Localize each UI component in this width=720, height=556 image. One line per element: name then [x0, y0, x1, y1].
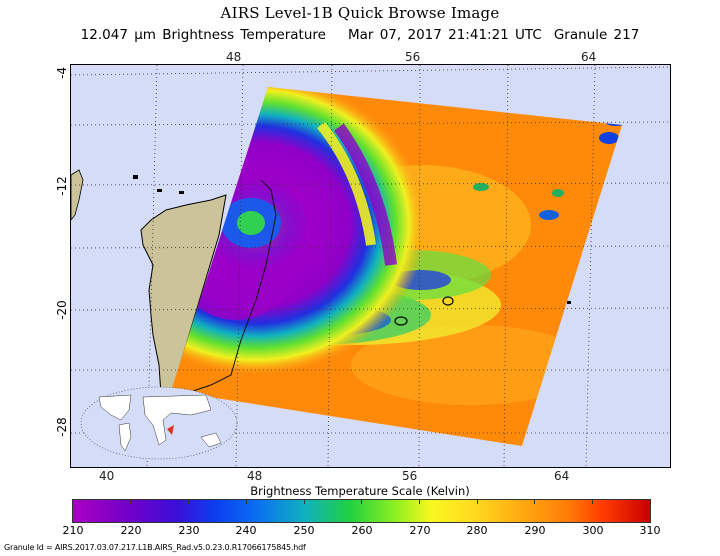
reunion-outline [394, 316, 408, 326]
colorbar-tick-label: 300 [582, 524, 604, 537]
map-panel [70, 64, 671, 468]
brightness-temperature-map [71, 65, 670, 467]
lat-label-left: -12 [54, 176, 69, 196]
image-title: AIRS Level-1B Quick Browse Image [220, 4, 500, 22]
lon-label-top: 48 [226, 50, 242, 64]
lon-label-bottom: 64 [554, 469, 570, 483]
colorbar-tick-label: 250 [293, 524, 315, 537]
colorbar [72, 499, 651, 523]
colorbar-tick-label: 220 [120, 524, 142, 537]
africa-coast [71, 169, 84, 221]
colorbar-tick-label: 280 [466, 524, 488, 537]
lat-label-left: -20 [54, 300, 69, 320]
island [157, 189, 162, 192]
mauritius-outline [442, 296, 454, 306]
island [179, 191, 184, 194]
lat-label-left: -4 [54, 67, 69, 79]
lat-label-left: -28 [54, 417, 69, 437]
colorbar-tick-label: 230 [178, 524, 200, 537]
lon-label-bottom: 40 [99, 469, 115, 483]
colorbar-tick-label: 240 [235, 524, 257, 537]
colorbar-tick-label: 260 [351, 524, 373, 537]
colorbar-tick-label: 310 [639, 524, 661, 537]
lon-label-bottom: 56 [402, 469, 418, 483]
granule-label: Granule 217 [553, 27, 640, 43]
colorbar-tick-label: 290 [524, 524, 546, 537]
island [133, 175, 138, 179]
lon-label-top: 64 [581, 50, 597, 64]
colorbar-tick-label: 270 [409, 524, 431, 537]
channel-label: 12.047 μm Brightness Temperature [80, 27, 326, 43]
granule-id: Granule Id = AIRS.2017.03.07.217.L1B.AIR… [4, 543, 306, 552]
rodrigues-island [567, 301, 571, 304]
colorbar-title: Brightness Temperature Scale (Kelvin) [250, 484, 470, 498]
colorbar-tick-label: 210 [62, 524, 84, 537]
image-subtitle: 12.047 μm Brightness Temperature Mar 07, … [0, 27, 720, 43]
datetime-label: Mar 07, 2017 21:41:21 UTC [347, 27, 542, 43]
world-inset-map [80, 386, 238, 460]
locator-marker-icon [167, 425, 174, 435]
lon-label-top: 56 [405, 50, 421, 64]
lon-label-bottom: 48 [247, 469, 263, 483]
madagascar-land [140, 194, 227, 396]
